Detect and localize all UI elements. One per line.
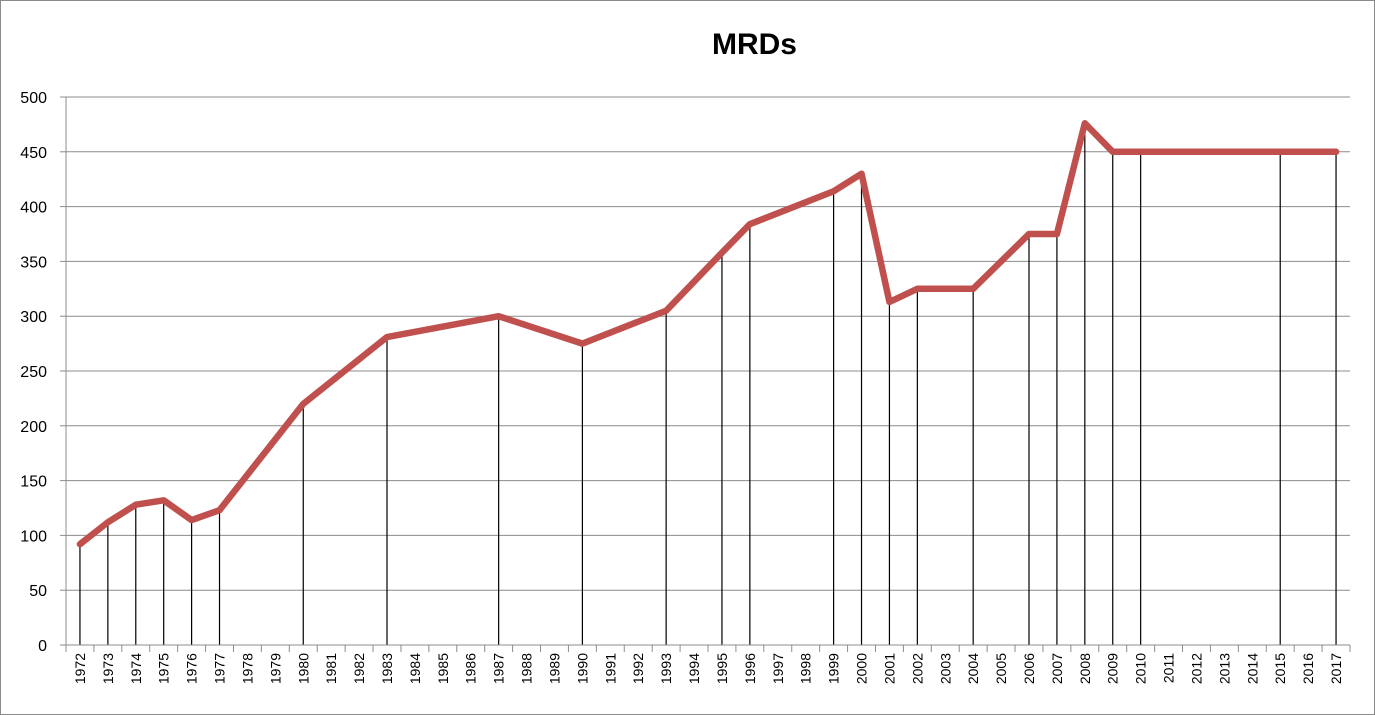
x-tick-label: 1972 [72,653,88,684]
x-tick-label: 1979 [267,653,283,684]
y-tick-label: 400 [20,200,47,217]
x-tick-label: 1992 [630,653,646,684]
x-tick-label: 1977 [212,653,228,684]
x-tick-label: 1989 [546,653,562,684]
x-tick-label: 2007 [1049,653,1065,684]
data-point [133,502,139,508]
x-tick-label: 1991 [602,653,618,684]
x-tick-label: 2011 [1161,653,1177,683]
x-tick-label: 2005 [993,653,1009,684]
y-tick-label: 200 [20,419,47,436]
x-tick-label: 2008 [1077,653,1093,684]
x-tick-label: 1983 [379,653,395,684]
data-point [970,286,976,292]
data-point [859,171,865,177]
y-tick-label: 0 [38,638,47,655]
x-tick-label: 1986 [463,653,479,684]
y-tick-label: 300 [20,309,47,326]
data-point [579,341,585,347]
data-point [217,507,223,513]
data-point [496,313,502,319]
y-tick-label: 450 [20,145,47,162]
y-tick-labels: 0 50 100 150 200 250 300 350 400 450 500 [20,90,47,655]
x-tick-label: 1974 [128,653,144,684]
x-tick-label: 2002 [909,653,925,684]
data-point [1138,149,1144,155]
x-tick-label: 1978 [239,653,255,684]
data-point [77,541,83,547]
x-tick-labels: 1972 1973 1974 1975 1976 1977 1978 1979 1980 1981… [72,653,1344,684]
x-tick-label: 1975 [156,653,172,684]
data-point [1333,149,1339,155]
x-tick-label: 1997 [770,653,786,684]
y-tick-label: 100 [20,528,47,545]
x-tick-label: 1987 [491,653,507,684]
data-point [105,519,111,525]
x-tick-label: 1973 [100,653,116,684]
x-tick-label: 1994 [686,653,702,684]
data-point [1082,120,1088,126]
data-point [719,250,725,256]
data-point [384,334,390,340]
chart-title: MRDs [711,28,797,61]
grid-layer [66,96,1350,591]
x-tick-label: 1982 [351,653,367,684]
y-tick-label: 50 [29,583,47,600]
data-point [663,308,669,314]
data-point [300,401,306,407]
y-tick-label: 350 [20,254,47,271]
data-point [161,497,167,503]
data-point [747,221,753,227]
data-point [1026,231,1032,237]
x-tick-label: 1993 [658,653,674,684]
x-tick-label: 2017 [1328,653,1344,684]
data-point [831,188,837,194]
y-tick-label: 250 [20,364,47,381]
data-point [1277,149,1283,155]
y-tick-label: 500 [20,90,47,107]
x-tick-label: 1980 [295,653,311,684]
x-tick-label: 1981 [323,653,339,684]
x-tick-label: 1990 [574,653,590,684]
drop-lines [79,123,1337,645]
y-tick-label: 150 [20,474,47,491]
x-tick-label: 2014 [1244,653,1260,684]
data-point [1054,231,1060,237]
x-tick-label: 1996 [742,653,758,684]
x-tick-label: 2004 [965,653,981,684]
x-tick-label: 2015 [1272,653,1288,684]
x-tick-label: 2006 [1021,653,1037,684]
x-tick-label: 2013 [1216,653,1232,684]
data-point [189,517,195,523]
data-point [914,286,920,292]
x-tick-label: 2001 [881,653,897,684]
x-tick-label: 1985 [435,653,451,684]
x-tick-label: 1984 [407,653,423,684]
x-tick-label: 1998 [798,653,814,684]
x-tick-label: 1995 [714,653,730,684]
x-tick-label: 2010 [1133,653,1149,684]
x-tick-label: 2016 [1300,653,1316,684]
data-point [1110,149,1116,155]
x-tick-label: 1999 [826,653,842,684]
x-tick-label: 2000 [854,653,870,684]
x-tick-label: 2009 [1105,653,1121,684]
data-point [886,299,892,305]
series-line-layer [76,120,1340,548]
x-tick-label: 1976 [184,653,200,684]
axes [60,96,1351,652]
x-tick-label: 2012 [1188,653,1204,684]
x-tick-label: 2003 [937,653,953,684]
x-tick-label: 1988 [519,653,535,684]
